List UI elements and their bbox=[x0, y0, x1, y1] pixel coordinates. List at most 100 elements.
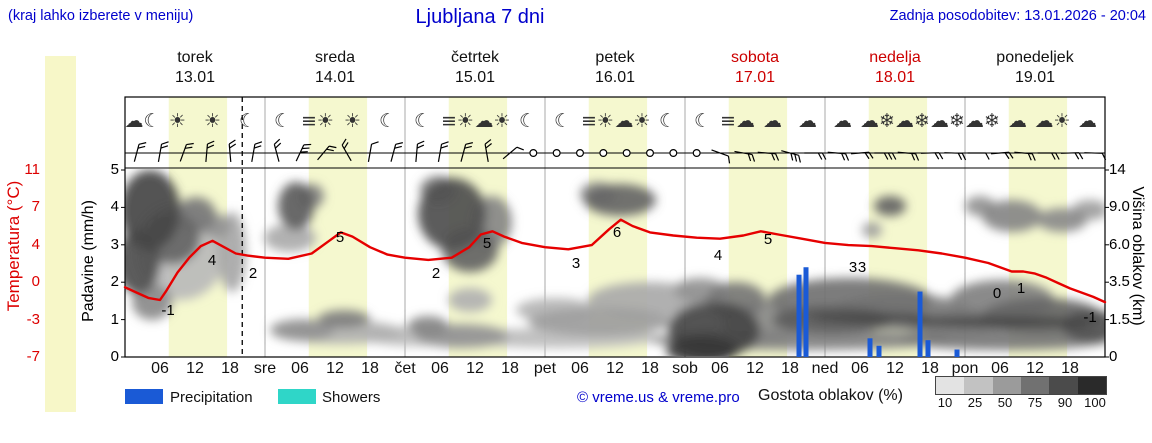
wind-barb-feather bbox=[845, 153, 850, 161]
weather-icon: ≡☀ bbox=[581, 110, 614, 132]
precip-bar bbox=[917, 291, 923, 357]
weather-icon: ≡☀ bbox=[301, 110, 334, 132]
weather-icon: ☁ bbox=[1078, 110, 1097, 132]
wind-barb-staff bbox=[317, 145, 330, 161]
cloud-scale-segment bbox=[1049, 377, 1078, 394]
wind-barb-feather bbox=[161, 141, 169, 145]
weather-icon: ☾ bbox=[694, 110, 711, 132]
wind-barb-feather bbox=[727, 155, 731, 164]
wind-barb-feather bbox=[1051, 152, 1056, 160]
cloud-blob bbox=[448, 288, 492, 312]
wind-barb-feather bbox=[1101, 153, 1107, 161]
x-day-label: čet bbox=[394, 360, 416, 377]
day-name: nedelja bbox=[869, 49, 921, 66]
weather-icon: ☾ bbox=[239, 110, 256, 132]
cloud-blob bbox=[125, 170, 180, 250]
weather-icon: ☁☀ bbox=[474, 110, 510, 132]
cloud-blob bbox=[584, 184, 656, 216]
temperature-value-label: 3 bbox=[858, 259, 866, 276]
x-hour-label: 06 bbox=[991, 360, 1009, 377]
wind-barb-feather bbox=[841, 153, 846, 161]
credit-link[interactable]: © vreme.us & vreme.pro bbox=[577, 389, 740, 406]
cloud-scale-segment bbox=[936, 377, 965, 394]
day-header: četrtek 15.01 bbox=[405, 48, 545, 88]
wind-barb-staff bbox=[415, 143, 419, 163]
wind-barb-feather bbox=[1031, 153, 1036, 161]
x-hour-label: 18 bbox=[781, 360, 799, 377]
weather-icon: ☾ bbox=[274, 110, 291, 132]
wind-barb-feather bbox=[485, 143, 492, 149]
wind-barb-staff bbox=[367, 144, 373, 162]
wind-barb-staff bbox=[460, 144, 467, 162]
cloud-blob bbox=[318, 310, 370, 328]
x-hour-label: 12 bbox=[186, 360, 204, 377]
wind-barb-icon bbox=[711, 149, 731, 164]
cloud-blob bbox=[982, 200, 1042, 232]
wind-barb-feather bbox=[794, 154, 798, 162]
temp-ticks-label: -3 bbox=[26, 311, 40, 328]
weather-icon: ☁ bbox=[798, 110, 817, 132]
wind-barb-feather bbox=[883, 152, 889, 160]
precip-bar bbox=[925, 340, 931, 357]
wind-barb-icon bbox=[1060, 152, 1084, 160]
day-date: 16.01 bbox=[594, 69, 636, 86]
x-day-label: ned bbox=[811, 360, 839, 377]
page-title: Ljubljana 7 dni bbox=[415, 6, 545, 28]
day-date: 13.01 bbox=[174, 69, 216, 86]
cloud-scale-segment bbox=[1020, 377, 1050, 394]
temp-ticks-label: 11 bbox=[24, 161, 40, 178]
day-header: torek 13.01 bbox=[125, 48, 265, 88]
wind-barb-feather bbox=[137, 145, 146, 149]
wind-barb-feather bbox=[229, 143, 237, 149]
wind-barb-feather bbox=[747, 153, 752, 162]
wind-barb-feather bbox=[416, 144, 425, 149]
temperature-value-label: 5 bbox=[336, 229, 344, 246]
temperature-line bbox=[123, 218, 1107, 304]
cloud-blob bbox=[862, 222, 882, 238]
precip-bar bbox=[876, 345, 882, 357]
cloud-blob bbox=[900, 330, 1105, 350]
cloud-scale-label: 50 bbox=[997, 395, 1013, 410]
wind-barb-feather bbox=[961, 153, 967, 161]
wind-barb-feather bbox=[771, 153, 776, 161]
wind-barb-staff bbox=[920, 152, 940, 154]
precip-bar bbox=[796, 274, 802, 357]
day-header: ponedeljek 19.01 bbox=[965, 48, 1105, 88]
wind-barb-icon bbox=[133, 142, 147, 162]
wind-barb-feather bbox=[160, 145, 169, 149]
day-name: sobota bbox=[730, 49, 780, 66]
wind-barb-feather bbox=[1027, 153, 1032, 161]
wind-calm-icon bbox=[529, 149, 538, 158]
x-hour-label: 12 bbox=[1026, 360, 1044, 377]
wind-barb-feather bbox=[184, 146, 193, 149]
weather-icon: ☁❄ bbox=[895, 110, 930, 132]
wind-barb-feather bbox=[186, 142, 194, 146]
precip-ticks-label: 5 bbox=[110, 161, 119, 178]
weather-icon: ☁❄ bbox=[930, 110, 965, 132]
wind-barb-icon bbox=[205, 140, 215, 163]
wind-barb-feather bbox=[206, 144, 215, 149]
wind-calm-icon bbox=[599, 149, 608, 158]
cloud-blob bbox=[666, 336, 738, 356]
wind-calm-icon bbox=[669, 149, 678, 158]
weather-icon: ☀ bbox=[344, 110, 361, 132]
temperature-value-label: 2 bbox=[432, 265, 440, 282]
cloud-blob bbox=[264, 224, 316, 252]
x-hour-label: 06 bbox=[711, 360, 729, 377]
wind-barb-staff bbox=[711, 149, 729, 157]
temp-ticks-label: 7 bbox=[31, 198, 40, 215]
weather-icon: ☁ bbox=[763, 110, 782, 132]
chart-frame bbox=[124, 96, 1106, 358]
wind-barb-feather bbox=[417, 140, 425, 145]
wind-barb-icon bbox=[228, 139, 237, 163]
cloud-scale-label: 25 bbox=[967, 395, 983, 410]
wind-barb-staff bbox=[734, 150, 753, 156]
wind-barb-icon bbox=[827, 151, 850, 161]
wind-barb-icon bbox=[874, 152, 897, 160]
temperature-value-label: 3 bbox=[849, 259, 857, 276]
day-header: sobota 17.01 bbox=[685, 48, 825, 88]
wind-barb-icon bbox=[367, 141, 379, 162]
wind-barb-feather bbox=[274, 142, 282, 149]
cloud-density-colorbar bbox=[935, 376, 1107, 395]
